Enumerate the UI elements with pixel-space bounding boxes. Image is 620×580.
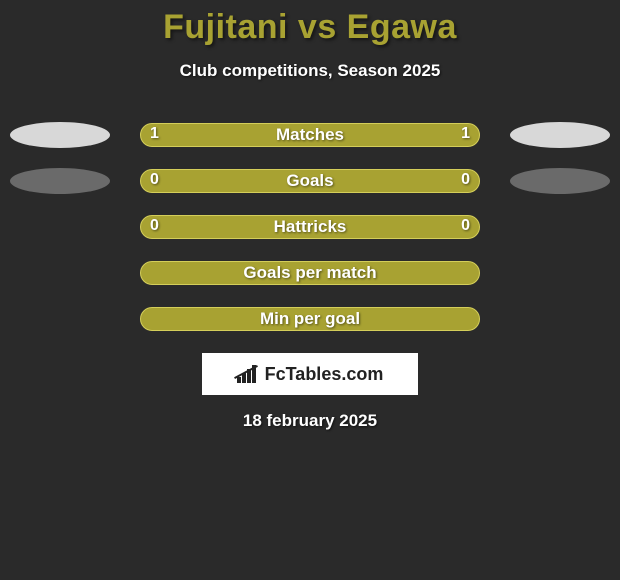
value-right: 1 — [461, 125, 470, 143]
ellipse-right — [510, 168, 610, 194]
logo: FcTables.com — [237, 364, 384, 385]
stat-row: Min per goal — [0, 307, 620, 333]
stat-bar: Goals per match — [140, 261, 480, 285]
ellipse-left — [10, 122, 110, 148]
stat-bar: Matches — [140, 123, 480, 147]
stat-label: Min per goal — [260, 309, 360, 329]
stat-bar: Goals — [140, 169, 480, 193]
value-left: 0 — [150, 171, 159, 189]
ellipse-right — [510, 122, 610, 148]
value-left: 0 — [150, 217, 159, 235]
stat-label: Hattricks — [274, 217, 347, 237]
subtitle: Club competitions, Season 2025 — [0, 61, 620, 81]
value-right: 0 — [461, 171, 470, 189]
infographic-container: Fujitani vs Egawa Club competitions, Sea… — [0, 0, 620, 431]
logo-text: FcTables.com — [265, 364, 384, 385]
chart-icon — [237, 365, 261, 383]
stat-bar: Min per goal — [140, 307, 480, 331]
stat-row: Hattricks 0 0 — [0, 215, 620, 241]
stat-row: Matches 1 1 — [0, 123, 620, 149]
value-right: 0 — [461, 217, 470, 235]
date-line: 18 february 2025 — [0, 411, 620, 431]
stat-row: Goals 0 0 — [0, 169, 620, 195]
stat-rows: Matches 1 1 Goals 0 0 Hattricks 0 0 Goals per mat… — [0, 123, 620, 333]
value-left: 1 — [150, 125, 159, 143]
stat-bar: Hattricks — [140, 215, 480, 239]
stat-label: Goals — [286, 171, 333, 191]
stat-label: Matches — [276, 125, 344, 145]
ellipse-left — [10, 168, 110, 194]
stat-label: Goals per match — [243, 263, 376, 283]
logo-box: FcTables.com — [202, 353, 418, 395]
stat-row: Goals per match — [0, 261, 620, 287]
page-title: Fujitani vs Egawa — [0, 8, 620, 47]
